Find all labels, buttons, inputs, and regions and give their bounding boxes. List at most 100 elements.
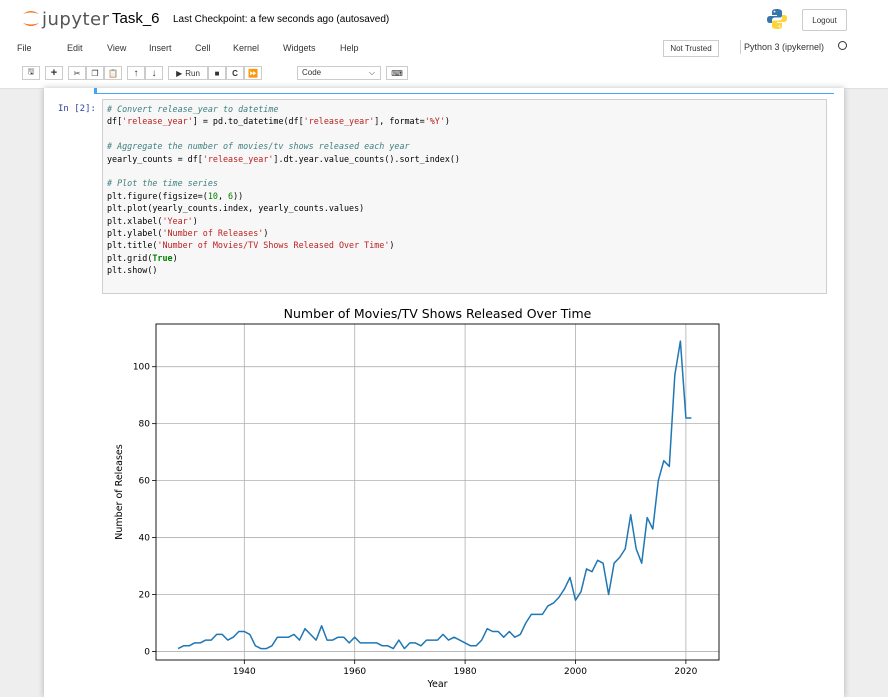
code-token: ], format= [374,116,425,127]
command-palette-button[interactable]: ⌨ [386,66,408,80]
x-tick-label: 1960 [343,667,366,677]
restart-button[interactable]: C [226,66,244,80]
code-line: plt.plot(yearly_counts.index, yearly_cou… [107,203,364,213]
code-token: plt.ylabel( [107,228,163,238]
logout-button[interactable]: Logout [802,9,847,31]
code-line: plt.ylabel('Number of Releases') [107,228,268,238]
code-token: 6 [228,190,234,201]
code-token: plt.grid( [107,252,153,263]
code-token: 10 [207,190,218,201]
menu-help[interactable]: Help [340,43,359,53]
code-line: # Plot the time series [107,178,218,188]
code-token: plt.title( [107,240,158,251]
add-icon: + [50,67,58,79]
y-tick-label: 80 [139,420,151,430]
code-token: # Convert release_year to datetime [107,104,279,114]
cell-type-value: Code [302,68,322,77]
series-line [177,340,692,650]
code-token: ].dt.year.value_counts().sort_index() [273,153,460,164]
code-token: plt.figure(figsize=( [107,190,208,201]
notebook-name[interactable]: Task_6 [112,10,160,27]
chevron-down-icon: ⌵ [368,68,375,77]
code-token: )) [233,190,244,201]
kernel-name[interactable]: Python 3 (ipykernel) [739,40,825,54]
code-token: True [152,252,173,263]
run-icon: ▶ [176,68,183,78]
kernel-status-icon [838,41,847,50]
paste-icon: 📋 [108,68,118,78]
cell-type-select[interactable]: Code ⌵ [297,66,381,80]
y-tick-label: 0 [144,647,150,657]
run-button[interactable]: ▶ Run [168,66,208,80]
code-token: ) [444,116,450,127]
trust-indicator-button[interactable]: Not Trusted [663,40,719,57]
menu-kernel[interactable]: Kernel [233,43,260,53]
y-tick-label: 20 [139,591,151,601]
plot-frame [155,323,720,661]
cut-icon: ✂ [73,68,81,78]
jupyter-logo-text: jupyter [42,9,110,30]
menu-file[interactable]: File [17,43,32,53]
previous-cell-border [94,88,97,94]
code-line: # Aggregate the number of movies/tv show… [107,141,410,151]
code-token: ) [263,228,269,238]
code-token: , [217,190,229,201]
restart-icon: C [232,68,238,78]
code-line: plt.show() [107,265,157,275]
python-logo-icon [767,9,787,29]
code-line: df['release_year'] = pd.to_datetime(df['… [107,116,450,126]
y-axis-label: Number of Releases [114,444,125,539]
move-up-button[interactable]: ↑ [127,66,145,80]
code-token: 'release_year' [303,116,375,127]
code-token: 'release_year' [122,116,193,127]
code-token: plt.xlabel( [107,215,163,226]
menu-widgets[interactable]: Widgets [283,43,316,53]
code-line: yearly_counts = df['release_year'].dt.ye… [107,154,460,164]
code-token: ) [389,240,395,251]
paste-button[interactable]: 📋 [104,66,122,80]
x-tick-label: 2000 [564,667,587,677]
y-tick-label: 40 [139,534,151,544]
code-line: plt.xlabel('Year') [107,216,198,226]
input-prompt: In [2]: [58,104,96,114]
insert-cell-button[interactable]: + [45,66,63,80]
header-bar: jupyter Task_6 Last Checkpoint: a few se… [0,0,888,38]
code-line: # Convert release_year to datetime [107,104,278,114]
code-token: ) [172,252,178,263]
code-token: plt.show() [107,265,158,276]
stop-icon: ■ [214,68,220,78]
menu-insert[interactable]: Insert [149,43,172,53]
jupyter-logo-icon[interactable] [20,6,106,32]
code-token: '%Y' [424,116,445,127]
move-up-icon: ↑ [133,67,139,79]
code-token: 'Number of Movies/TV Shows Released Over… [157,240,390,251]
save-button[interactable]: 🖫 [22,66,40,80]
fast-forward-icon: ⏩ [248,68,258,78]
code-line: plt.figure(figsize=(10, 6)) [107,191,243,201]
move-down-icon: ↓ [151,67,157,79]
cut-button[interactable]: ✂ [68,66,86,80]
x-tick-label: 2020 [674,667,697,677]
restart-run-all-button[interactable]: ⏩ [244,66,262,80]
notebook-container: In [2]: # Convert release_year to dateti… [44,88,844,697]
interrupt-button[interactable]: ■ [208,66,226,80]
x-tick-label: 1980 [454,667,477,677]
move-down-button[interactable]: ↓ [145,66,163,80]
menu-view[interactable]: View [107,43,127,53]
menu-cell[interactable]: Cell [195,43,211,53]
code-token: df[ [107,116,123,127]
chart-output: 1940 1960 1980 2000 2020 0 20 40 60 80 100 Number o… [114,306,720,690]
run-label: Run [185,68,200,78]
copy-button[interactable]: ❐ [86,66,104,80]
previous-cell-border-line [94,93,834,94]
x-tick-label: 1940 [233,667,256,677]
y-tick-label: 100 [133,363,150,373]
chart-title: Number of Movies/TV Shows Released Over … [284,306,592,321]
menu-edit[interactable]: Edit [67,43,83,53]
save-icon: 🖫 [27,67,35,76]
code-line: plt.title('Number of Movies/TV Shows Rel… [107,240,394,250]
code-token: # Plot the time series [107,178,218,189]
copy-icon: ❐ [91,68,99,78]
code-token: yearly_counts = df[ [107,153,203,164]
code-cell-input[interactable]: # Convert release_year to datetime df['re… [102,99,827,294]
